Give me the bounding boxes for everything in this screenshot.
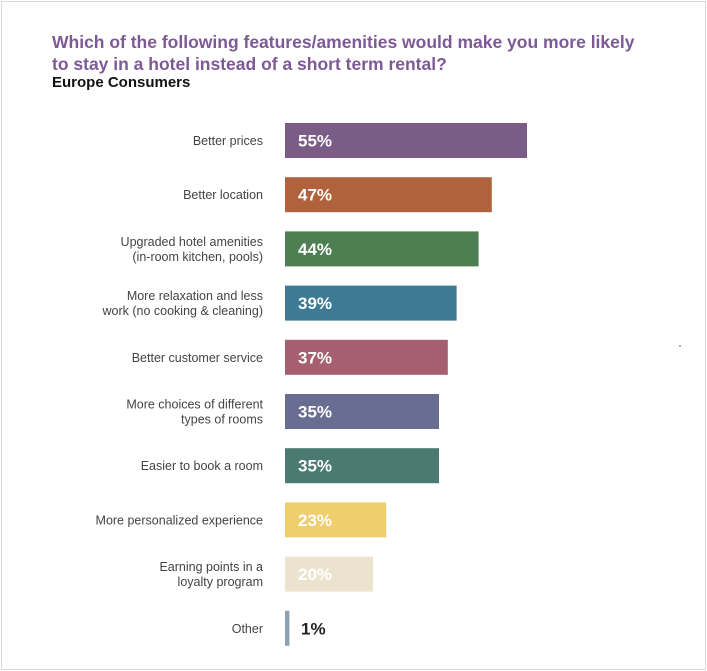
category-label-4-line-2: work (no cooking & cleaning) bbox=[102, 304, 264, 318]
value-label-7: 35% bbox=[298, 457, 332, 476]
category-label-5: Better customer service bbox=[132, 351, 263, 365]
bar-5 bbox=[285, 339, 448, 375]
bar-4 bbox=[285, 285, 457, 321]
bar-1 bbox=[285, 123, 527, 158]
category-label-3-line-1: Upgraded hotel amenities bbox=[121, 235, 263, 249]
value-label-8: 23% bbox=[298, 511, 332, 530]
value-label-10: 1% bbox=[301, 619, 326, 638]
bar-8 bbox=[285, 502, 387, 538]
category-label-8: More personalized experience bbox=[96, 513, 264, 527]
category-label-9-line-1: Earning points in a bbox=[159, 560, 263, 574]
bar-10 bbox=[285, 610, 290, 646]
value-label-3: 44% bbox=[298, 240, 332, 259]
category-label-1: Better prices bbox=[193, 134, 263, 148]
category-label-6-line-1: More choices of different bbox=[126, 398, 263, 412]
category-label-4-line-1: More relaxation and less bbox=[127, 289, 263, 303]
category-label-2: Better location bbox=[183, 188, 263, 202]
value-label-2: 47% bbox=[298, 186, 332, 205]
category-label-7: Easier to book a room bbox=[141, 459, 263, 473]
category-label-9-line-2: loyalty program bbox=[178, 575, 263, 589]
bar-2 bbox=[285, 177, 492, 213]
chart-title: Which of the following features/amenitie… bbox=[52, 32, 635, 74]
value-label-1: 55% bbox=[298, 132, 332, 151]
category-label-10: Other bbox=[232, 622, 263, 636]
value-label-5: 37% bbox=[298, 348, 332, 367]
value-label-6: 35% bbox=[298, 403, 332, 422]
chart-subtitle: Europe Consumers bbox=[52, 74, 191, 91]
category-label-3-line-2: (in-room kitchen, pools) bbox=[132, 250, 263, 264]
bar-9 bbox=[285, 556, 373, 592]
value-label-4: 39% bbox=[298, 294, 332, 313]
bar-7 bbox=[285, 448, 439, 484]
value-label-9: 20% bbox=[298, 565, 332, 584]
bar-3 bbox=[285, 231, 479, 267]
stray-dot bbox=[679, 345, 681, 347]
category-label-6-line-2: types of rooms bbox=[181, 413, 263, 427]
bar-6 bbox=[285, 394, 439, 429]
